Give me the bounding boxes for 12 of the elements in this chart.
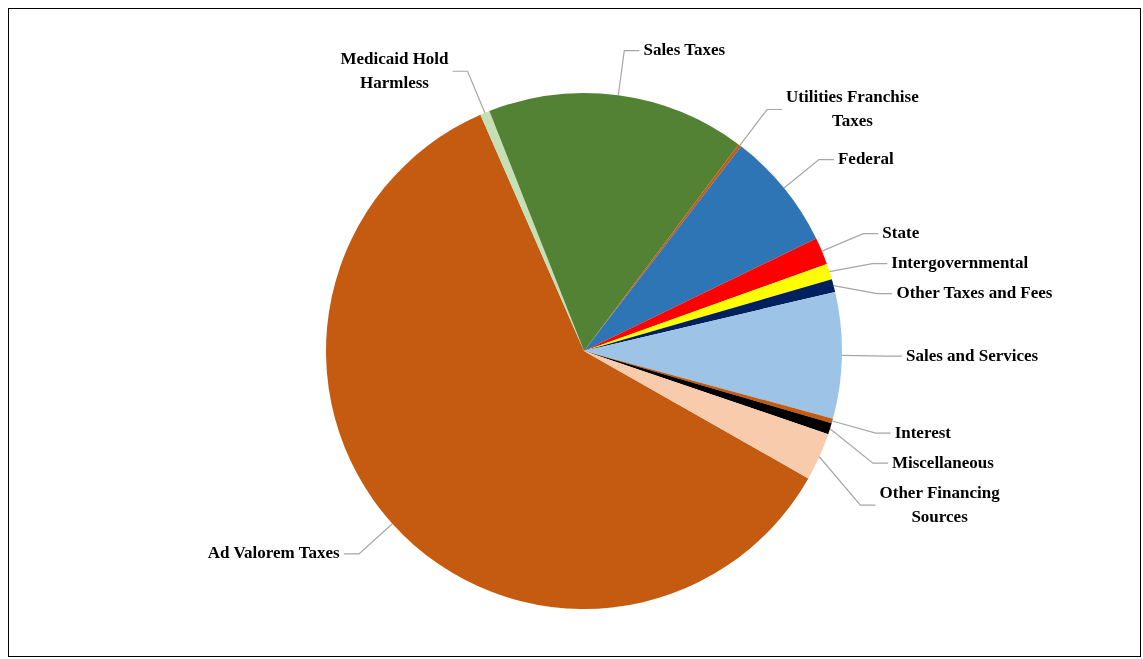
slice-label: Other Financing Sources xyxy=(879,482,1001,526)
slice-label: Ad Valorem Taxes xyxy=(207,543,341,563)
slice-label: Federal xyxy=(837,149,894,169)
slice-label: Other Taxes and Fees xyxy=(896,283,1053,303)
slice-label: Sales Taxes xyxy=(643,40,726,60)
slice-label: Miscellaneous xyxy=(891,452,995,472)
slice-label: State xyxy=(882,223,920,243)
slice-label: Intergovernmental xyxy=(891,253,1029,273)
slice-label: Medicaid Hold Harmless xyxy=(340,48,450,92)
slice-label: Interest xyxy=(894,422,952,442)
slice-label: Sales and Services xyxy=(905,345,1039,365)
slice-label: Utilities Franchise Taxes xyxy=(786,86,920,130)
